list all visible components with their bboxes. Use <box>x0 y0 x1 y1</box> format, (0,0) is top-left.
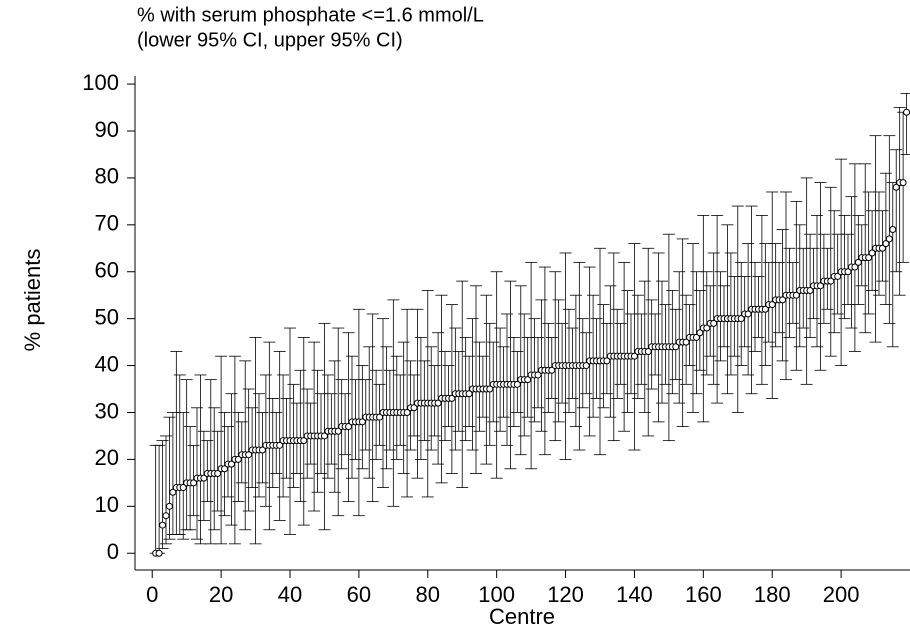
y-tick-label: 20 <box>95 445 119 470</box>
point <box>768 301 776 309</box>
point <box>899 179 907 187</box>
point <box>513 380 521 388</box>
point <box>903 108 910 116</box>
point <box>868 249 876 257</box>
point <box>448 394 456 402</box>
point <box>403 408 411 416</box>
point <box>744 310 752 318</box>
point <box>710 319 718 327</box>
point <box>434 399 442 407</box>
point <box>692 333 700 341</box>
point <box>878 244 886 252</box>
point <box>644 347 652 355</box>
point <box>345 423 353 431</box>
x-tick-label: 160 <box>685 582 722 607</box>
y-tick-label: 50 <box>95 304 119 329</box>
point <box>245 451 253 459</box>
point <box>827 277 835 285</box>
y-tick-label: 60 <box>95 258 119 283</box>
point <box>159 521 167 529</box>
y-tick-label: 70 <box>95 211 119 236</box>
point <box>300 437 308 445</box>
point <box>376 413 384 421</box>
x-tick-label: 0 <box>146 582 158 607</box>
point <box>165 502 173 510</box>
point <box>190 479 198 487</box>
point <box>737 315 745 323</box>
x-axis-label: Centre <box>489 604 555 629</box>
y-tick-label: 0 <box>107 539 119 564</box>
point <box>258 446 266 454</box>
x-tick-label: 200 <box>823 582 860 607</box>
point <box>276 441 284 449</box>
point <box>534 371 542 379</box>
chart-subtitle: (lower 95% CI, upper 95% CI) <box>137 29 403 51</box>
y-tick-label: 100 <box>82 70 119 95</box>
point <box>214 469 222 477</box>
point <box>179 484 187 492</box>
point <box>410 404 418 412</box>
point <box>844 268 852 276</box>
point <box>200 474 208 482</box>
point <box>672 343 680 351</box>
point <box>806 287 814 295</box>
point <box>221 465 229 473</box>
point <box>892 183 900 191</box>
point <box>169 488 177 496</box>
x-tick-label: 20 <box>209 582 233 607</box>
point <box>865 254 873 262</box>
point <box>234 455 242 463</box>
y-axis-label: % patients <box>20 249 45 352</box>
point <box>761 305 769 313</box>
x-tick-label: 60 <box>347 582 371 607</box>
y-tick-label: 30 <box>95 398 119 423</box>
point <box>779 296 787 304</box>
point <box>851 263 859 271</box>
chart-title: % with serum phosphate <=1.6 mmol/L <box>137 4 484 26</box>
y-tick-label: 80 <box>95 164 119 189</box>
point <box>854 258 862 266</box>
x-tick-label: 100 <box>478 582 515 607</box>
point <box>334 427 342 435</box>
point <box>155 549 163 557</box>
point <box>696 329 704 337</box>
point <box>885 235 893 243</box>
y-tick-label: 40 <box>95 351 119 376</box>
x-tick-label: 80 <box>416 582 440 607</box>
point <box>162 512 170 520</box>
point <box>889 226 897 234</box>
point <box>882 240 890 248</box>
point <box>548 366 556 374</box>
point <box>834 272 842 280</box>
point <box>582 362 590 370</box>
point <box>227 460 235 468</box>
point <box>358 418 366 426</box>
point <box>682 338 690 346</box>
point <box>603 357 611 365</box>
y-tick-label: 10 <box>95 492 119 517</box>
point <box>320 432 328 440</box>
x-tick-label: 140 <box>616 582 653 607</box>
point <box>486 385 494 393</box>
point <box>703 324 711 332</box>
y-tick-label: 90 <box>95 117 119 142</box>
point <box>465 390 473 398</box>
point <box>630 352 638 360</box>
point <box>524 376 532 384</box>
x-tick-label: 120 <box>547 582 584 607</box>
point <box>816 282 824 290</box>
x-tick-label: 40 <box>278 582 302 607</box>
x-tick-label: 180 <box>754 582 791 607</box>
point <box>792 291 800 299</box>
